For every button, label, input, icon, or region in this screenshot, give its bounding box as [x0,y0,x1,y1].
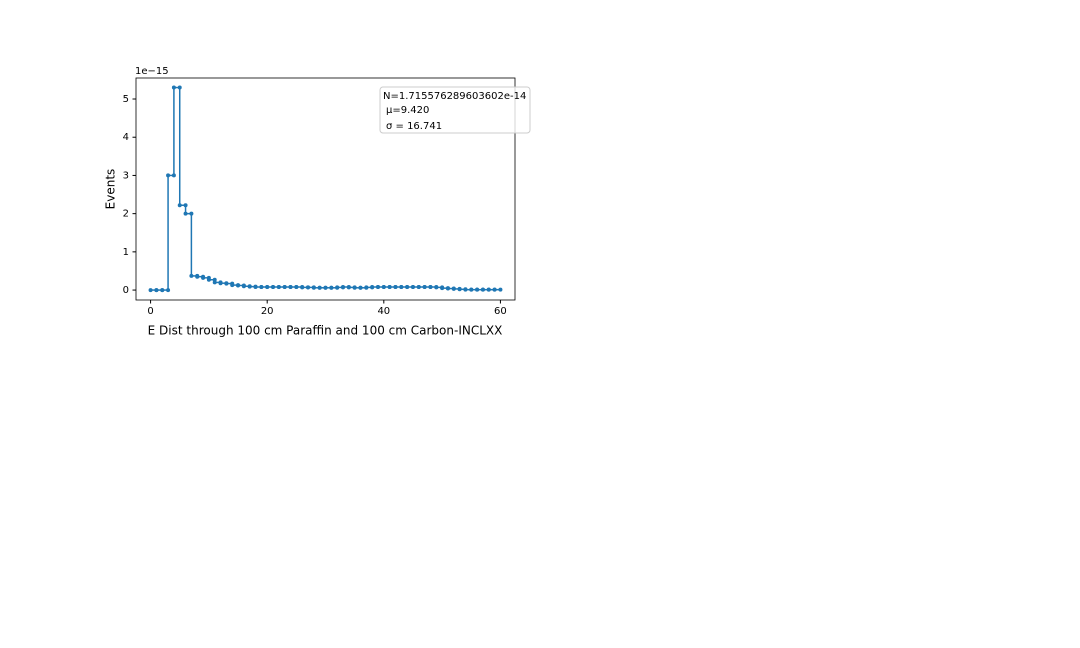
y-tick-label: 1 [123,247,129,258]
marker [166,288,171,293]
marker [405,285,410,290]
marker [271,285,276,290]
marker [259,285,264,290]
marker [154,288,159,293]
marker [294,285,299,290]
marker [469,287,474,292]
marker [282,285,287,290]
marker [195,274,200,279]
marker [148,288,153,293]
stats-text: σ = 16.741 [386,121,442,132]
marker [177,203,182,208]
marker [218,281,223,286]
stats-text: μ=9.420 [386,105,429,116]
marker [329,285,334,290]
marker [317,285,322,290]
marker [486,287,491,292]
marker [171,85,176,90]
marker [300,285,305,290]
marker [416,285,421,290]
marker [189,211,194,216]
marker [434,285,439,290]
marker [393,285,398,290]
marker [306,285,311,290]
marker [381,285,386,290]
y-tick-label: 4 [123,132,129,143]
y-offset-label: 1e−15 [135,66,169,77]
marker [399,285,404,290]
marker [370,285,375,290]
stats-text: N=1.715576289603602e-14 [383,91,526,102]
marker [445,286,450,291]
stats-box [379,86,531,134]
marker [492,287,497,292]
x-tick-label: 60 [494,306,507,317]
marker [475,287,480,292]
marker [247,284,252,289]
y-tick-label: 2 [123,209,129,220]
marker [265,285,270,290]
y-tick-label: 3 [123,170,129,181]
x-tick-label: 40 [377,306,390,317]
marker [171,173,176,178]
marker [352,285,357,290]
axes-frame [135,77,516,301]
x-tick-label: 20 [261,306,274,317]
marker [166,173,171,178]
marker [375,285,380,290]
marker [241,284,246,289]
marker [387,285,392,290]
marker [183,203,188,208]
marker [206,277,211,282]
marker [311,285,316,290]
marker [323,285,328,290]
marker [346,285,351,290]
marker [463,287,468,292]
marker [253,285,258,290]
marker [422,285,427,290]
marker [428,285,433,290]
marker [189,273,194,278]
marker [212,280,217,285]
x-tick-label: 0 [147,306,153,317]
y-tick-label: 0 [123,285,129,296]
marker [364,285,369,290]
marker [236,283,241,288]
marker [201,275,206,280]
marker [160,288,165,293]
marker [451,286,456,291]
marker [183,211,188,216]
marker [457,287,462,292]
marker [498,287,503,292]
marker [288,285,293,290]
marker [480,287,485,292]
marker [340,285,345,290]
marker [358,285,363,290]
marker [230,283,235,288]
y-tick-label: 5 [123,94,129,105]
marker [335,285,340,290]
marker [410,285,415,290]
marker [276,285,281,290]
marker [440,286,445,291]
marker [177,85,182,90]
x-axis-label: E Dist through 100 cm Paraffin and 100 c… [148,324,503,338]
marker [224,281,229,286]
y-axis-label: Events [104,169,118,210]
